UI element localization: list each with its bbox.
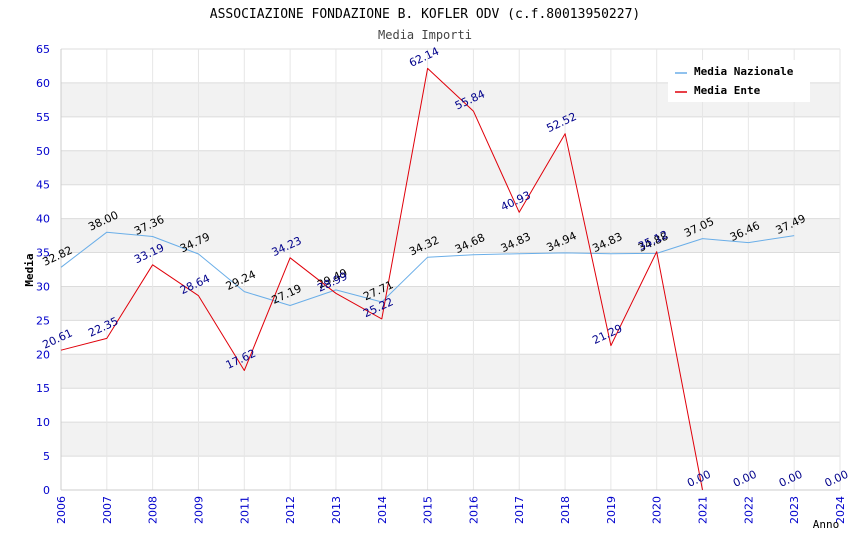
data-label-media-ente: 0.00: [685, 468, 713, 490]
data-label-media-ente: 21.29: [590, 322, 624, 347]
x-tick-label: 2021: [697, 496, 710, 524]
x-tick-label: 2009: [192, 496, 205, 524]
y-tick-label: 65: [36, 43, 50, 56]
grid-band: [61, 354, 840, 389]
x-tick-label: 2018: [559, 496, 572, 524]
x-tick-label: 2017: [513, 496, 526, 524]
legend-box: [668, 60, 810, 102]
y-axis-label: Media: [23, 253, 36, 286]
y-tick-label: 35: [36, 247, 50, 260]
data-label-media-ente: 0.00: [823, 468, 850, 490]
x-tick-label: 2011: [238, 496, 251, 524]
x-tick-labels: 2006 2007 2008 2009 2011 2012 2013 2014 2015 2016…: [55, 496, 847, 524]
y-tick-label: 10: [36, 416, 50, 429]
x-tick-label: 2014: [376, 496, 389, 524]
series-lines: [60, 67, 795, 491]
x-tick-label: 2012: [284, 496, 297, 524]
x-tick-label: 2020: [651, 496, 664, 524]
x-tick-label: 2022: [742, 496, 755, 524]
grid-bands: [61, 82, 840, 457]
grid-band: [61, 150, 840, 185]
x-tick-label: 2015: [422, 496, 435, 524]
grid-band: [61, 218, 840, 253]
y-tick-label: 0: [43, 484, 50, 497]
data-label-media-ente: 62.14: [407, 45, 441, 70]
axes: [60, 49, 840, 491]
y-tick-label: 60: [36, 77, 50, 90]
y-tick-label: 20: [36, 348, 50, 361]
data-label-media-ente: 0.00: [731, 468, 759, 490]
chart-title: ASSOCIAZIONE FONDAZIONE B. KOFLER ODV (c…: [210, 7, 640, 22]
x-axis-label: Anno: [813, 518, 840, 531]
y-tick-label: 40: [36, 213, 50, 226]
x-tick-label: 2013: [330, 496, 343, 524]
legend: Media Nazionale Media Ente: [668, 60, 810, 102]
y-tick-label: 55: [36, 111, 50, 124]
y-tick-label: 45: [36, 179, 50, 192]
series-line-media-ente: [60, 67, 703, 491]
data-label-media-ente: 40.93: [499, 189, 533, 214]
legend-label-media-ente: Media Ente: [694, 84, 761, 97]
x-tick-label: 2006: [55, 496, 68, 524]
grid-band: [61, 286, 840, 321]
grid-band: [61, 422, 840, 457]
data-label-media-ente: 0.00: [777, 468, 805, 490]
horizontal-gridlines: [61, 48, 840, 491]
series-line-media-nazionale: [60, 231, 795, 306]
y-tick-label: 50: [36, 145, 50, 158]
y-tick-label: 15: [36, 382, 50, 395]
x-tick-label: 2008: [147, 496, 160, 524]
legend-label-media-nazionale: Media Nazionale: [694, 65, 794, 78]
y-tick-labels: 0 5 10 15 20 25 30 35 40 45 50 55 60 65: [36, 43, 50, 497]
y-tick-label: 30: [36, 280, 50, 293]
x-tick-label: 2016: [467, 496, 480, 524]
y-tick-label: 5: [43, 450, 50, 463]
x-tick-label: 2023: [788, 496, 801, 524]
x-tick-label: 2024: [834, 496, 847, 524]
y-tick-label: 25: [36, 314, 50, 327]
x-tick-label: 2019: [605, 496, 618, 524]
x-tick-label: 2007: [101, 496, 114, 524]
chart-subtitle: Media Importi: [378, 28, 472, 42]
